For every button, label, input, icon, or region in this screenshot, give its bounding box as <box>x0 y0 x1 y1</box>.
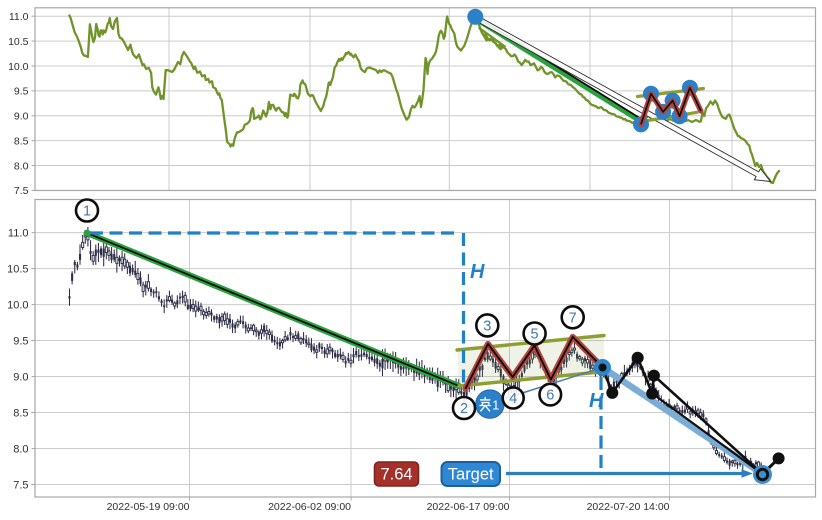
svg-text:11.0: 11.0 <box>8 227 29 239</box>
svg-text:7.5: 7.5 <box>14 185 29 197</box>
svg-text:7.64: 7.64 <box>380 466 412 484</box>
svg-text:1: 1 <box>83 204 91 220</box>
svg-text:2022-06-17 09:00: 2022-06-17 09:00 <box>427 501 510 513</box>
svg-text:4: 4 <box>509 391 517 407</box>
svg-text:8.5: 8.5 <box>14 135 29 147</box>
svg-text:7.5: 7.5 <box>13 479 28 491</box>
svg-text:10.5: 10.5 <box>7 263 28 275</box>
svg-text:9.0: 9.0 <box>14 111 29 123</box>
svg-text:11.0: 11.0 <box>9 11 29 23</box>
svg-text:8.0: 8.0 <box>13 443 28 455</box>
svg-text:H: H <box>470 261 485 283</box>
svg-text:2022-07-20 14:00: 2022-07-20 14:00 <box>587 501 670 513</box>
svg-text:2: 2 <box>460 401 468 417</box>
svg-text:3: 3 <box>483 318 491 334</box>
svg-text:9.5: 9.5 <box>13 335 28 347</box>
svg-text:10.0: 10.0 <box>8 61 29 73</box>
svg-text:8.0: 8.0 <box>14 160 29 172</box>
svg-text:9.5: 9.5 <box>14 86 29 98</box>
svg-text:10.0: 10.0 <box>7 299 28 311</box>
svg-text:1: 1 <box>492 397 499 412</box>
svg-text:Target: Target <box>448 466 494 484</box>
svg-text:8.5: 8.5 <box>13 407 28 419</box>
svg-text:2022-05-19 09:00: 2022-05-19 09:00 <box>107 501 190 513</box>
svg-text:H: H <box>589 390 604 412</box>
svg-text:2022-06-02 09:00: 2022-06-02 09:00 <box>268 501 351 513</box>
svg-text:9.0: 9.0 <box>13 371 28 383</box>
svg-text:6: 6 <box>546 388 554 404</box>
svg-text:7: 7 <box>569 310 577 326</box>
svg-text:10.5: 10.5 <box>8 36 29 48</box>
svg-text:5: 5 <box>531 327 539 343</box>
